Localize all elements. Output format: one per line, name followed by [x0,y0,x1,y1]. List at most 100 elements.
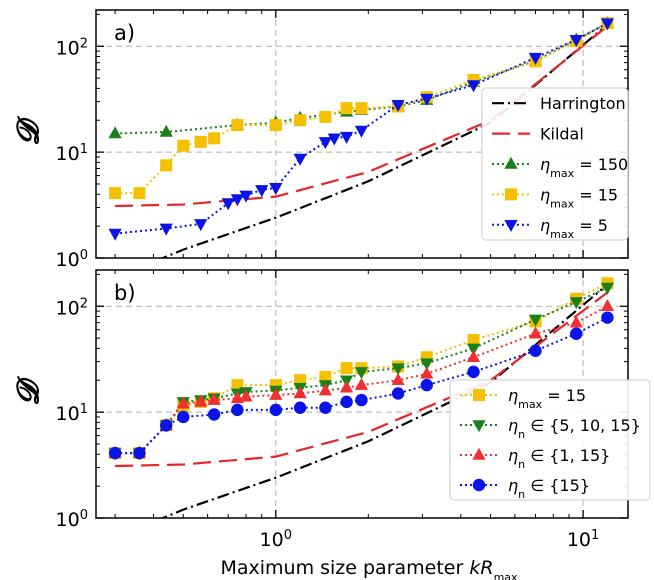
panel-a: 100 101 102 a) 𝓓 Harrington Kildal ηmax = 150 ηm… [11,9,629,272]
data-point [269,403,282,417]
data-point [159,223,173,236]
data-point [231,119,244,132]
data-point [194,135,207,148]
data-point [355,393,368,407]
data-point [600,299,615,312]
data-point [420,378,433,392]
data-point [230,194,244,207]
data-point [600,282,615,295]
x-tick-label: 100 [260,528,292,552]
data-point [354,367,369,380]
series-line-0-1 [115,25,609,208]
data-point [466,80,481,93]
data-point [207,408,221,421]
data-point [601,311,614,324]
legend-marker [505,188,517,201]
data-point [239,389,253,402]
data-point [354,125,369,138]
data-point [467,365,480,379]
data-point [529,344,542,357]
data-point [319,401,332,414]
data-point [467,334,480,347]
legend-label: ηmax = 150 [540,155,628,180]
data-point [340,395,353,409]
panel-b: 100 101 100 101 102 b) 𝓓 ηmax = 15 ηn ∈ {5, 10, … [11,269,651,552]
data-point [133,446,146,460]
data-point [420,366,434,379]
data-point [294,114,307,127]
data-point [528,314,543,327]
legend-marker [472,420,486,433]
data-point [159,124,173,137]
data-point [569,35,583,48]
data-point [528,326,543,339]
data-point [293,153,307,166]
data-point [391,387,405,400]
legend-box [449,379,651,501]
data-point [255,185,269,198]
data-point [569,297,583,310]
legend-label: ηn ∈ {1, 15} [508,446,610,471]
data-point [340,362,353,375]
y-tick-label: 100 [56,508,88,532]
data-point [466,350,481,363]
legend-box [481,87,629,241]
series-line-0-0 [160,23,609,258]
data-point [391,373,405,386]
legend-marker [472,478,486,492]
data-point [318,383,332,396]
data-point [355,102,368,115]
y-tick-label: 101 [56,402,88,426]
data-point [420,93,434,106]
legend-label: ηmax = 15 [540,185,618,210]
data-point [176,396,190,409]
legend-label: Kildal [540,125,584,144]
data-point [239,190,253,203]
data-point [340,131,354,144]
data-point [420,358,434,371]
data-point [221,198,235,211]
data-point [319,110,332,123]
data-point [108,228,122,241]
data-point [269,387,283,400]
data-point [600,18,615,31]
data-point [569,315,583,328]
data-point [133,187,146,200]
legend-marker [504,220,518,232]
data-point [269,119,282,132]
data-point [340,380,354,393]
data-point [340,102,353,115]
panel-label: b) [114,281,136,305]
data-point [327,133,341,146]
data-point [177,139,190,152]
legend-marker [473,389,485,401]
data-point [108,126,122,139]
data-point [354,377,369,390]
legend-label: Harrington [540,94,626,113]
legend-label: ηn ∈ {5, 10, 15} [508,416,641,441]
data-point [391,363,405,376]
y-tick-label: 101 [56,142,88,166]
legend-label: ηmax = 5 [540,216,608,241]
legend-marker [472,447,486,460]
data-point [108,446,122,460]
y-tick-label: 100 [56,248,88,272]
panel-label: a) [114,21,135,45]
data-point [208,132,221,145]
data-point [160,159,173,172]
data-point [160,419,173,432]
legend-label: ηmax = 15 [508,386,586,411]
data-point [269,183,283,196]
y-tick-label: 102 [56,36,88,60]
data-point [466,343,481,356]
data-point [207,392,221,405]
y-tick-label: 102 [56,296,88,320]
y-axis-label: 𝓓 [11,116,46,146]
legend-label: ηn ∈ {15} [508,476,590,501]
data-point [570,327,583,340]
data-point [293,386,307,399]
series-line-1-0 [160,283,609,518]
data-point [177,410,190,424]
legend-marker [504,156,518,169]
